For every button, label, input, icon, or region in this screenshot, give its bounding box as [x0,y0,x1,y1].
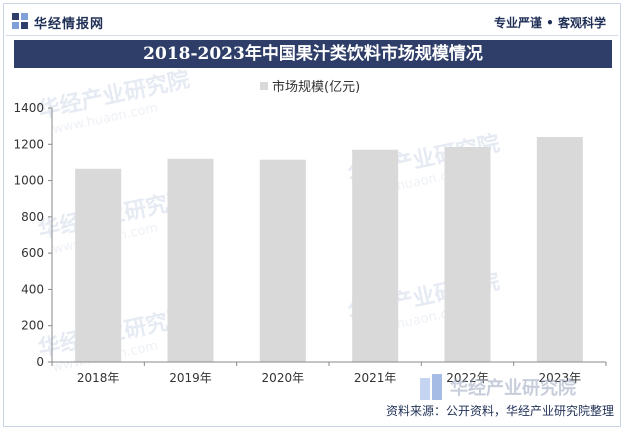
y-tick-label: 400 [21,282,44,296]
y-tick-label: 1400 [13,101,44,115]
x-tick-label: 2020年 [262,371,305,385]
y-tick-label: 1200 [13,137,44,151]
x-axis: 2018年 2019年 2020年 2021年 2022年 2023年 [51,361,607,385]
bar [167,158,214,362]
y-tick-label: 800 [21,210,44,224]
legend-label: 市场规模(亿元) [272,79,360,95]
top-header: 华经情报网 专业严谨 • 客观科学 [6,6,618,36]
bar [259,159,306,362]
bar [75,168,122,362]
legend-swatch [260,82,268,90]
watermark-logo: 华经产业研究院 [420,374,576,400]
x-tick-label: 2023年 [539,371,582,385]
y-tick-label: 600 [21,246,44,260]
watermark-text: 华经产业研究院 [450,377,576,399]
bar [352,149,399,362]
brand-logo-icon [12,13,28,29]
legend: 市场规模(亿元) [260,79,360,95]
source-note: 资料来源：公开资料，华经产业研究院整理 [385,404,614,418]
x-tick-label: 2018年 [77,371,120,385]
y-tick-label: 200 [21,319,44,333]
y-axis: 0 200 400 600 800 1000 1200 1400 [13,101,53,369]
bar [536,137,583,362]
chart-title: 2018-2023年中国果汁类饮料市场规模情况 [14,40,612,68]
tagline: 专业严谨 • 客观科学 [493,16,606,30]
x-tick-label: 2019年 [169,371,212,385]
x-tick-label: 2022年 [446,371,489,385]
y-tick-label: 1000 [13,174,44,188]
brand-name: 华经情报网 [34,17,105,32]
bars [75,137,583,362]
bar [444,147,491,362]
x-tick-label: 2021年 [354,371,397,385]
y-tick-label: 0 [36,355,44,369]
